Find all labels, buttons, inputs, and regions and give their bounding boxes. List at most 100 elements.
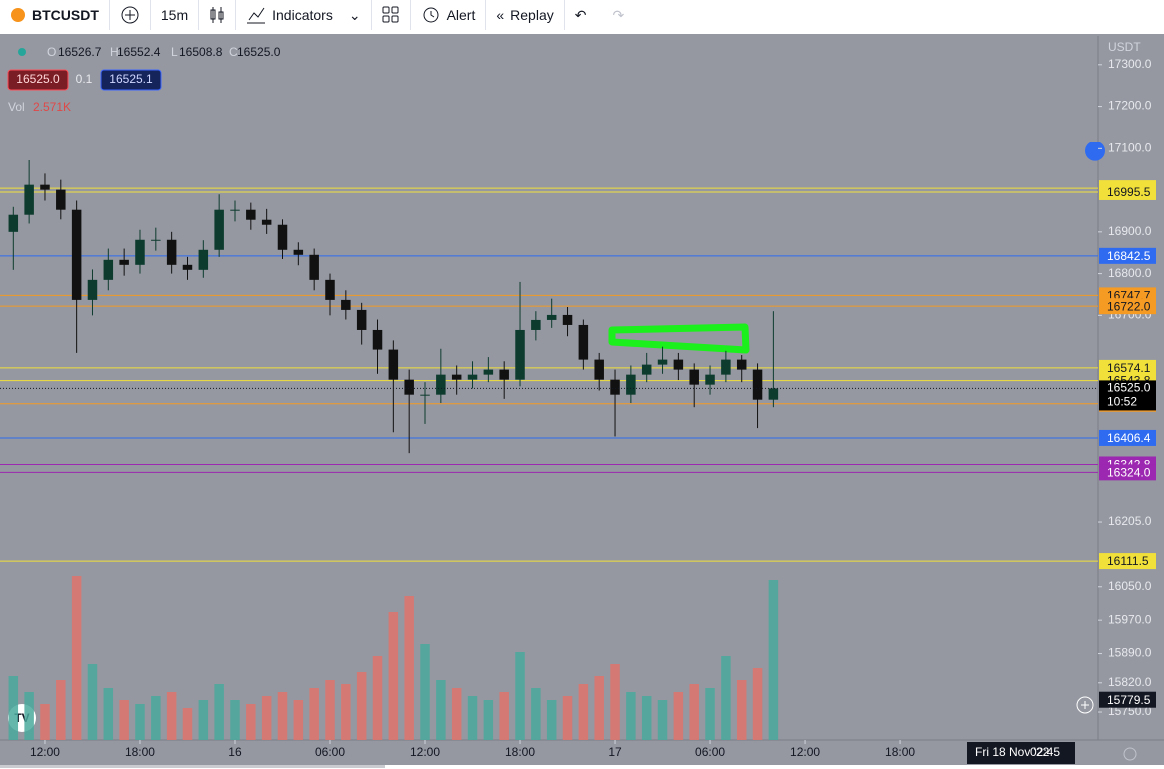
price-tick-label: 16900.0 [1108, 224, 1152, 238]
candle-body [261, 219, 272, 225]
volume-bar [578, 684, 589, 740]
alert-marker[interactable] [1085, 142, 1105, 161]
icon [210, 7, 224, 23]
time-tick-label: 17 [608, 745, 622, 759]
time-tick-label: 16 [228, 745, 242, 759]
volume-bar [436, 680, 446, 740]
legend-high: 16552.4 [117, 45, 161, 59]
volume-bar [119, 700, 129, 740]
candle-body [103, 259, 114, 280]
symbol-button[interactable]: BTCUSDT [0, 0, 110, 30]
volume-bar [261, 696, 272, 740]
icon [382, 6, 399, 23]
candle-body [8, 214, 19, 232]
time-tick-label: 12:00 [410, 745, 440, 759]
icon [423, 7, 439, 23]
time-tick-label: 18:00 [505, 745, 535, 759]
candle-body [182, 264, 193, 270]
legend-l: L [171, 45, 178, 59]
legend-close: 16525.0 [237, 45, 281, 59]
candle-body [246, 209, 256, 220]
volume-bar [325, 680, 335, 740]
level-label-box [1099, 247, 1156, 264]
chart-type[interactable] [199, 0, 237, 30]
candle-body [56, 189, 66, 210]
candle-body [483, 369, 494, 375]
volume-bar [657, 700, 668, 740]
sell-box[interactable] [7, 69, 69, 91]
volume-bar [230, 700, 240, 740]
candle-body [594, 359, 604, 380]
volume-bar [103, 688, 114, 740]
candle-body [562, 314, 573, 325]
volume-bar [293, 700, 304, 740]
ask[interactable]: 16525.1 [109, 72, 153, 86]
volume-bar [641, 696, 652, 740]
spread: 0.1 [76, 72, 93, 86]
undo[interactable]: ↶ ↷ [574, 6, 625, 23]
last-price-label: 16525.0 [1107, 381, 1151, 395]
level-label: 16406.4 [1107, 431, 1151, 445]
candle-body [531, 319, 541, 330]
level-label-box [1099, 359, 1156, 376]
candle-body [341, 299, 351, 310]
indicators-button[interactable]: Indicators ⌄ [236, 0, 372, 30]
level-label: 16574.1 [1107, 361, 1151, 375]
volume-bar [8, 676, 19, 740]
volume-bar [198, 700, 209, 740]
add-symbol[interactable] [110, 0, 151, 30]
volume-bar [246, 704, 256, 740]
volume-bar [56, 680, 66, 740]
candle-body [198, 249, 209, 270]
volume-bar [182, 708, 193, 740]
time-tick-label: 12:00 [790, 745, 820, 759]
scrollbar[interactable] [0, 765, 385, 768]
volume-bar [689, 684, 699, 740]
replay-button[interactable]: «Replay [486, 0, 565, 30]
interval-button[interactable]: 15m [151, 0, 200, 30]
candle-body [293, 249, 304, 255]
level-label-box [1099, 183, 1156, 200]
price-unit[interactable]: USDT [1108, 40, 1141, 54]
candle-body [436, 374, 446, 395]
volume-bar [135, 704, 145, 740]
candle-body [499, 369, 509, 380]
plus-icon [1081, 701, 1089, 709]
bid[interactable]: 16525.0 [16, 72, 60, 86]
candle-body [752, 369, 763, 400]
volume-bar [40, 704, 50, 740]
layouts[interactable] [372, 0, 411, 30]
candle-body [420, 394, 430, 396]
volume-bar [214, 684, 224, 740]
countdown: 10:52 [1107, 395, 1137, 409]
level-label-box [1099, 298, 1156, 315]
buy-box[interactable] [100, 69, 162, 91]
volume-bar [721, 656, 731, 740]
candle-body [610, 379, 620, 395]
toolbar: BTCUSDT 15m Indicators ⌄ Alert «Replay ↶ ↷ [0, 0, 1164, 30]
legend-h: H [110, 45, 119, 59]
settings[interactable] [1123, 747, 1137, 761]
candle-body [356, 309, 367, 330]
symbol: BTCUSDT [32, 7, 99, 23]
volume-bar [705, 688, 715, 740]
candle-body [24, 184, 34, 215]
plus-button[interactable] [1076, 696, 1094, 714]
volume-bar [166, 692, 177, 740]
legend-o: O [47, 45, 56, 59]
candle-body [451, 374, 462, 380]
volume-bar [277, 692, 288, 740]
candle-body [404, 379, 414, 395]
icon [11, 8, 25, 22]
crosshair-time-box [967, 742, 1075, 764]
candle-body [467, 374, 478, 380]
alert-button[interactable]: Alert [411, 0, 487, 30]
annotation-drawing[interactable] [608, 323, 750, 354]
legend-c: C [229, 45, 238, 59]
price-tick-label: 16205.0 [1108, 514, 1152, 528]
candle-body [657, 359, 668, 365]
status-dot [18, 48, 26, 56]
level-label-box [1099, 553, 1156, 570]
